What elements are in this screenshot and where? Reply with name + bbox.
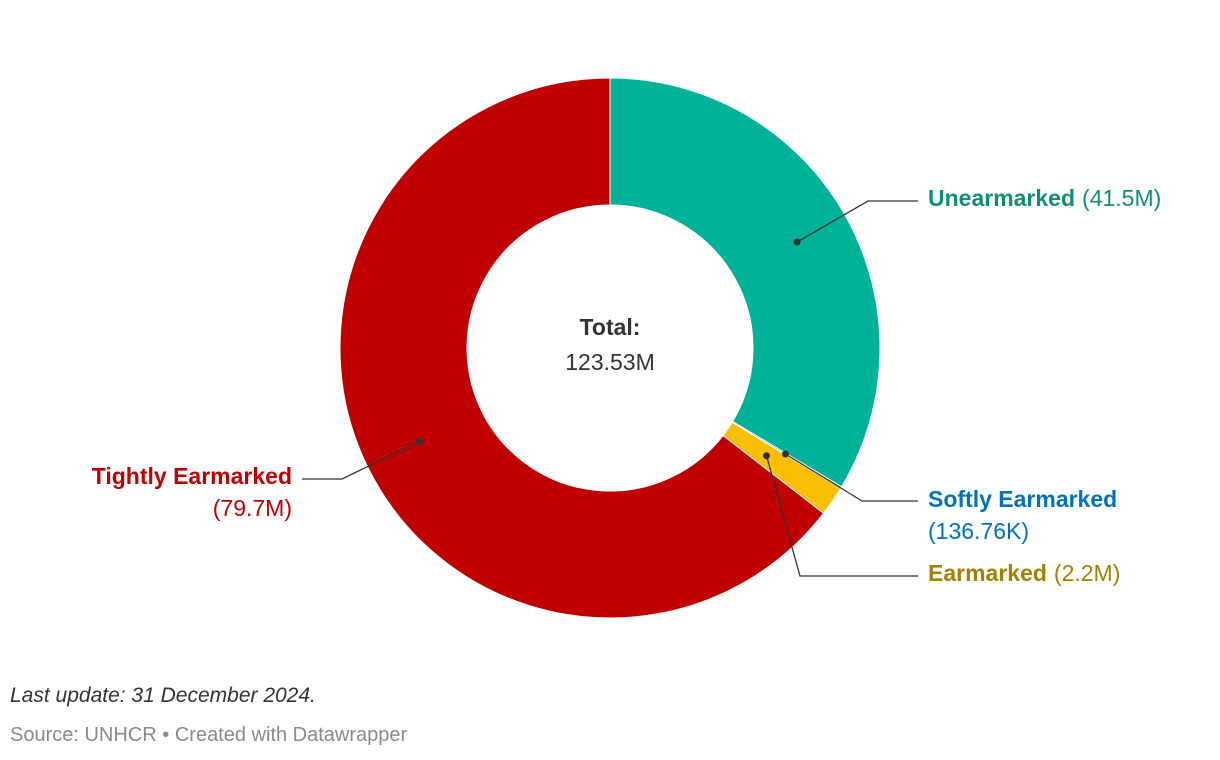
leader-line-unearmarked bbox=[796, 200, 918, 243]
leader-line-softly-earmarked bbox=[785, 453, 918, 502]
donut-slices bbox=[339, 77, 881, 619]
label-name-tightly-earmarked: Tightly Earmarked bbox=[92, 463, 292, 489]
label-softly-earmarked: Softly Earmarked (136.76K) bbox=[928, 486, 1117, 544]
center-total-value: 123.53M bbox=[565, 349, 655, 375]
leader-dot-softly-earmarked bbox=[781, 450, 789, 458]
source-line: Source: UNHCR • Created with Datawrapper bbox=[10, 724, 407, 747]
label-value-unearmarked: (41.5M) bbox=[1082, 185, 1161, 211]
leader-line-earmarked bbox=[765, 455, 918, 577]
label-name-softly-earmarked: Softly Earmarked bbox=[928, 486, 1117, 512]
leader-dot-tightly-earmarked bbox=[416, 437, 424, 445]
leader-dot-unearmarked bbox=[793, 238, 801, 246]
slice-tightly-earmarked bbox=[339, 77, 825, 619]
label-earmarked: Earmarked (2.2M) bbox=[928, 560, 1120, 586]
slice-labels: Unearmarked (41.5M) Softly Earmarked (136.7… bbox=[92, 185, 1162, 586]
label-name-unearmarked: Unearmarked bbox=[928, 185, 1075, 211]
source-text: Source: UNHCR bbox=[10, 724, 157, 746]
donut-chart: Total: 123.53M Unearmarked (41.5M) Softly … bbox=[92, 77, 1162, 619]
label-value-tightly-earmarked: (79.7M) bbox=[213, 495, 292, 521]
leader-dot-earmarked bbox=[763, 452, 771, 460]
label-name-earmarked: Earmarked bbox=[928, 560, 1047, 586]
label-value-softly-earmarked: (136.76K) bbox=[928, 518, 1029, 544]
label-value-earmarked: (2.2M) bbox=[1054, 560, 1120, 586]
label-unearmarked: Unearmarked (41.5M) bbox=[928, 185, 1161, 211]
center-total-label: Total: bbox=[580, 314, 641, 340]
credit-text: Created with Datawrapper bbox=[174, 724, 408, 746]
last-update-note: Last update: 31 December 2024. bbox=[10, 684, 316, 707]
label-tightly-earmarked: Tightly Earmarked (79.7M) bbox=[92, 463, 292, 521]
label-leader-lines bbox=[302, 200, 918, 577]
separator-dot: • bbox=[162, 724, 170, 746]
slice-unearmarked bbox=[609, 77, 881, 488]
leader-line-tightly-earmarked bbox=[302, 440, 420, 480]
